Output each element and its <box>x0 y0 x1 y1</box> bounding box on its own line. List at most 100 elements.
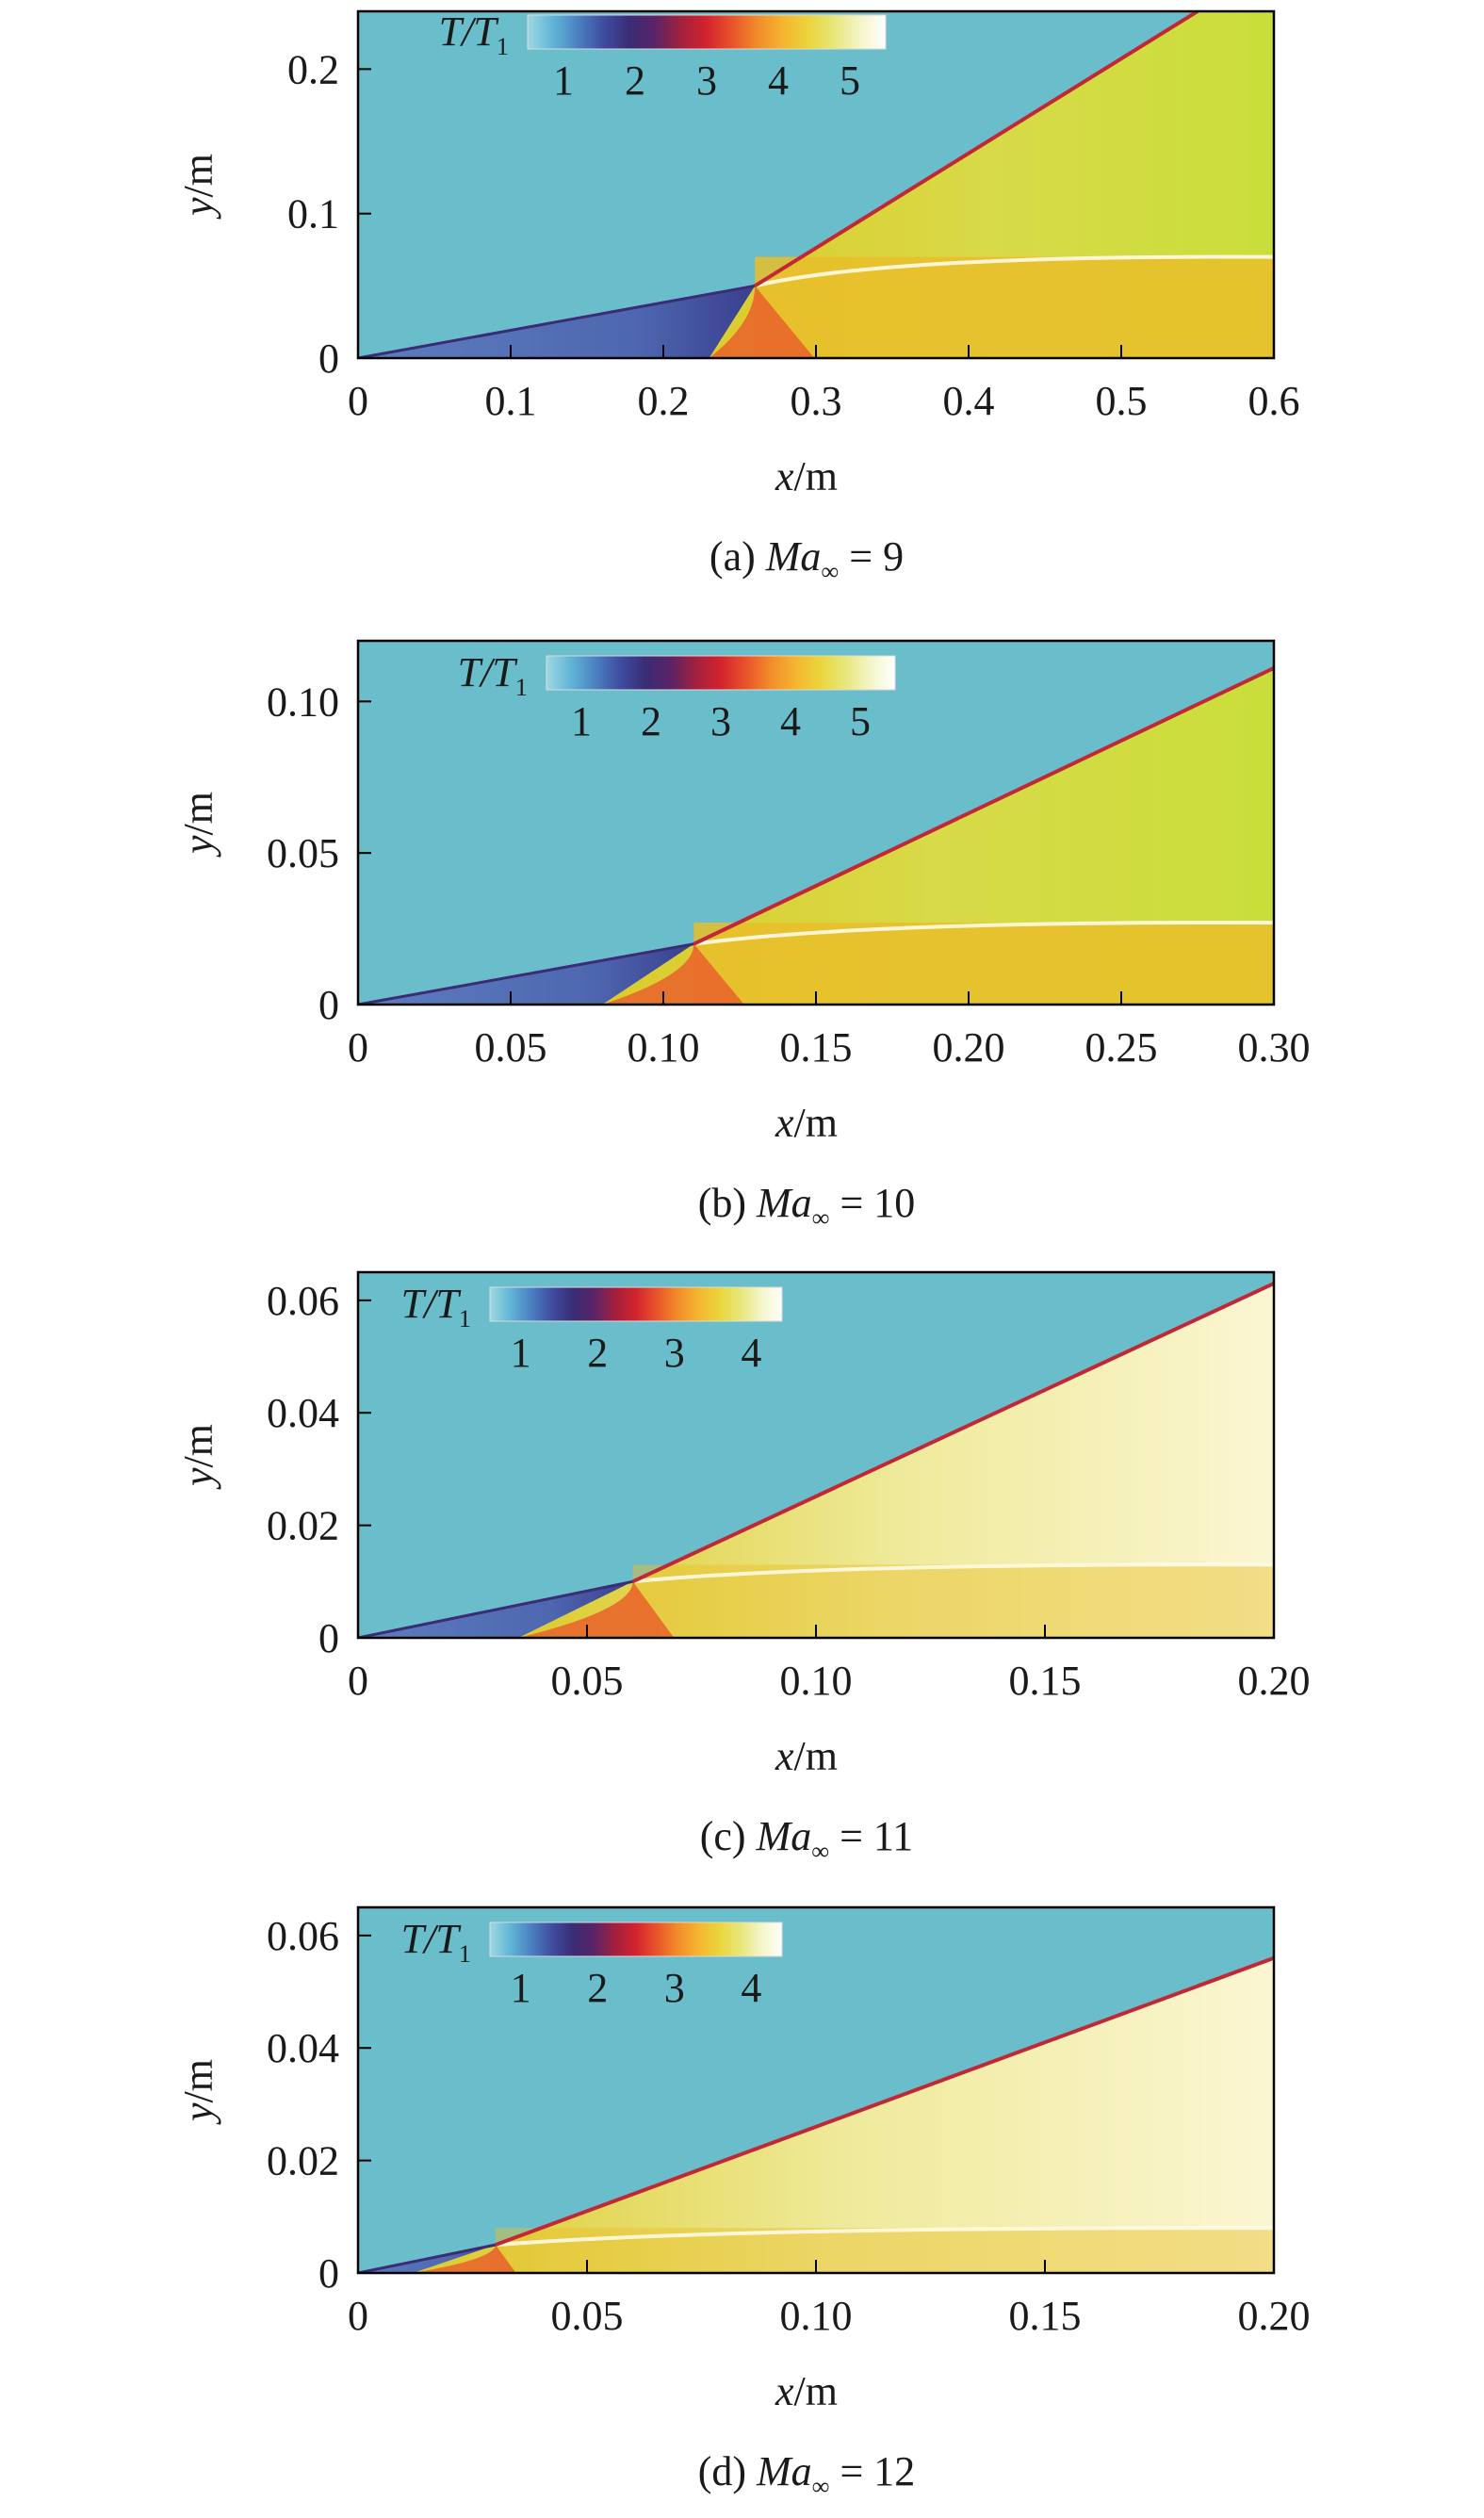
x-tick-label: 0.05 <box>551 1658 624 1704</box>
x-tick-label: 0.1 <box>485 378 537 424</box>
x-tick-label: 0 <box>348 2293 368 2339</box>
boundary-layer-band <box>693 923 1274 1005</box>
y-tick-label: 0.06 <box>267 1278 339 1324</box>
colorbar-tick-label: 1 <box>553 57 574 104</box>
y-tick-label: 0 <box>318 1615 339 1661</box>
y-axis-label: y/m <box>175 792 221 858</box>
boundary-layer-band <box>495 2228 1274 2273</box>
colorbar-tick-label: 2 <box>625 57 645 104</box>
separation-corner <box>518 1581 675 1638</box>
x-tick-label: 0 <box>348 1658 368 1704</box>
y-tick-label: 0.10 <box>267 679 339 725</box>
y-tick-label: 0 <box>318 335 339 382</box>
leading-shock <box>358 284 756 358</box>
x-tick-label: 0.05 <box>551 2293 624 2339</box>
colorbar-tick-label: 1 <box>511 1330 531 1376</box>
x-tick-label: 0.20 <box>933 1024 1005 1071</box>
ramp-compression-layer <box>358 1581 633 1638</box>
separation-corner <box>413 2245 516 2273</box>
y-tick-label: 0.1 <box>287 191 339 237</box>
y-axis-label: y/m <box>175 154 221 220</box>
x-tick-label: 0.4 <box>943 378 995 424</box>
x-tick-label: 0.20 <box>1238 1658 1311 1704</box>
colorbar-tick-label: 3 <box>664 1330 685 1376</box>
main-shock <box>693 666 1274 946</box>
x-tick-label: 0 <box>348 378 368 424</box>
main-shock <box>754 11 1199 288</box>
ramp-compression-layer <box>358 943 694 1005</box>
leading-shock <box>358 1579 633 1638</box>
x-tick-label: 0.15 <box>780 1024 853 1071</box>
x-axis-label: x/m <box>775 2368 838 2414</box>
x-tick-label: 0.3 <box>791 378 842 424</box>
main-shock <box>495 1955 1274 2248</box>
x-axis-label: x/m <box>775 1100 838 1146</box>
colorbar-tick-label: 4 <box>741 1965 761 2011</box>
colorbar-label: T/T1 <box>439 8 509 60</box>
colorbar <box>527 14 887 50</box>
contour-panel-b: 0 0.05 0.10 0.15 0.20 0.25 0.30 0 0.05 0.10 y/m x/m… <box>175 639 1311 1232</box>
colorbar <box>546 655 896 691</box>
y-tick-label: 0.05 <box>267 830 339 876</box>
contour-panel-a: 0 0.1 0.2 0.3 0.4 0.5 0.6 0 0.1 0.2 y/m x/m (a) Ma∞ … <box>175 8 1300 585</box>
y-tick-label: 0.02 <box>267 2138 339 2184</box>
y-tick-label: 0.04 <box>267 1390 339 1436</box>
x-tick-label: 0.05 <box>475 1024 547 1071</box>
leading-shock <box>358 942 694 1005</box>
x-tick-label: 0.10 <box>628 1024 700 1071</box>
y-tick-label: 0.02 <box>267 1503 339 1549</box>
y-tick-label: 0.2 <box>287 46 339 92</box>
separation-corner <box>602 943 744 1005</box>
x-tick-label: 0.15 <box>1009 1658 1082 1704</box>
colorbar-tick-label: 4 <box>741 1330 761 1376</box>
x-tick-label: 0 <box>348 1024 368 1071</box>
slip-line <box>632 1562 1274 1584</box>
y-axis-label: y/m <box>175 1424 221 1490</box>
colorbar-tick-label: 5 <box>840 57 860 104</box>
colorbar-tick-label: 2 <box>587 1330 608 1376</box>
ramp-compression-layer <box>358 2245 496 2273</box>
x-tick-label: 0.10 <box>780 1658 853 1704</box>
colorbar <box>489 1921 783 1957</box>
colorbar-label: T/T1 <box>458 649 528 701</box>
slip-line <box>754 254 1274 288</box>
panel-caption: (b) Ma∞ = 10 <box>698 1180 916 1232</box>
boundary-layer-band <box>632 1564 1274 1638</box>
contour-panel-c: 0 0.05 0.10 0.15 0.20 0 0.02 0.04 0.06 y/m x/m (c) … <box>175 1270 1311 1865</box>
x-axis-label: x/m <box>775 453 838 499</box>
x-tick-label: 0.2 <box>638 378 690 424</box>
y-tick-label: 0.06 <box>267 1913 339 1959</box>
y-tick-label: 0.04 <box>267 2025 339 2071</box>
x-tick-label: 0.10 <box>780 2293 853 2339</box>
colorbar-tick-label: 1 <box>571 698 592 744</box>
separation-corner <box>709 286 815 358</box>
colorbar-tick-label: 4 <box>768 57 789 104</box>
contour-panel-d: 0 0.05 0.10 0.15 0.20 0 0.02 0.04 0.06 y/m x/m (d) … <box>175 1905 1311 2500</box>
x-tick-label: 0.30 <box>1238 1024 1311 1071</box>
colorbar-label: T/T1 <box>401 1916 471 1968</box>
colorbar-tick-label: 3 <box>696 57 717 104</box>
panel-caption: (a) Ma∞ = 9 <box>709 533 904 585</box>
slip-line <box>495 2226 1274 2248</box>
colorbar-tick-label: 4 <box>780 698 801 744</box>
y-axis-label: y/m <box>175 2059 221 2125</box>
colorbar-tick-label: 2 <box>587 1965 608 2011</box>
y-tick-label: 0 <box>318 2250 339 2297</box>
x-axis-label: x/m <box>775 1733 838 1779</box>
x-tick-label: 0.15 <box>1009 2293 1082 2339</box>
x-tick-label: 0.20 <box>1238 2293 1311 2339</box>
slip-line <box>693 921 1274 946</box>
leading-shock <box>358 2243 497 2273</box>
colorbar-label: T/T1 <box>401 1281 471 1333</box>
main-shock <box>631 1282 1274 1584</box>
y-tick-label: 0 <box>318 982 339 1028</box>
colorbar-tick-label: 5 <box>850 698 871 744</box>
colorbar <box>489 1286 783 1322</box>
x-tick-label: 0.5 <box>1096 378 1148 424</box>
x-tick-label: 0.25 <box>1085 1024 1158 1071</box>
panel-caption: (c) Ma∞ = 11 <box>700 1813 914 1865</box>
x-tick-label: 0.6 <box>1248 378 1300 424</box>
post-shock-region <box>602 667 1274 1005</box>
colorbar-tick-label: 3 <box>710 698 731 744</box>
colorbar-tick-label: 2 <box>641 698 661 744</box>
